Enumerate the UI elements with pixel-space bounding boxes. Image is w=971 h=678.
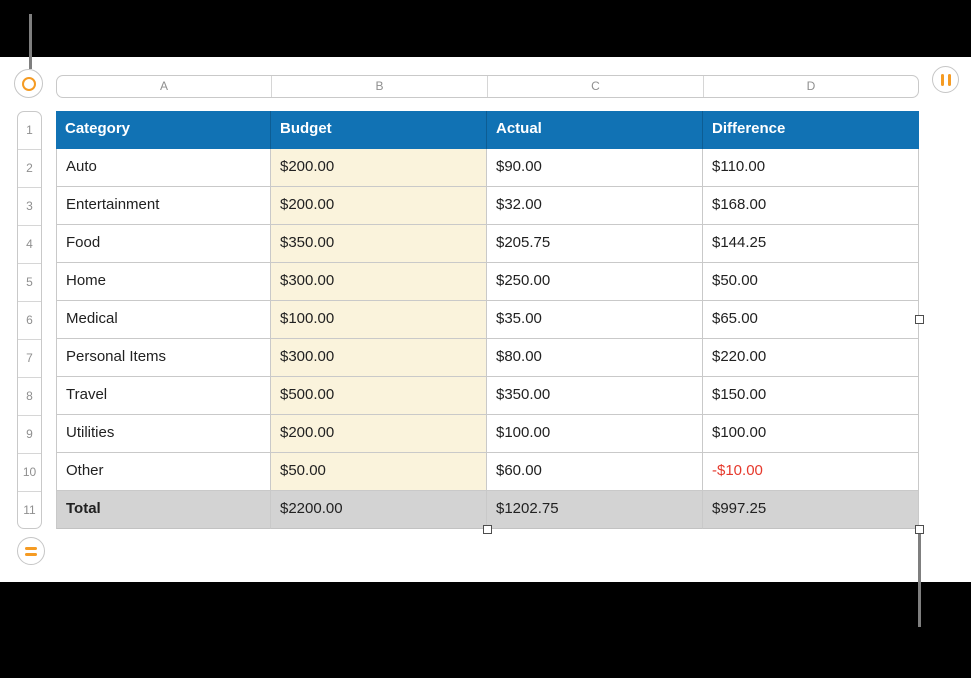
- table-row: Food $350.00 $205.75 $144.25: [56, 225, 919, 263]
- table-row: Entertainment $200.00 $32.00 $168.00: [56, 187, 919, 225]
- cell-category[interactable]: Medical: [56, 301, 271, 339]
- cell-budget[interactable]: $50.00: [271, 453, 487, 491]
- double-horizontal-bars-icon: [25, 546, 37, 556]
- cell-budget[interactable]: $300.00: [271, 339, 487, 377]
- table-header-row: Category Budget Actual Difference: [56, 111, 919, 149]
- cell-category[interactable]: Home: [56, 263, 271, 301]
- cell-actual[interactable]: $205.75: [487, 225, 703, 263]
- header-actual[interactable]: Actual: [487, 111, 703, 149]
- row-ref-2[interactable]: 2: [18, 150, 41, 188]
- table-row: Auto $200.00 $90.00 $110.00: [56, 149, 919, 187]
- cell-difference[interactable]: $65.00: [703, 301, 919, 339]
- double-vertical-bars-icon: [940, 73, 951, 86]
- top-letterbox: [0, 0, 971, 57]
- resize-handle-bottom-right[interactable]: [915, 525, 924, 534]
- header-category[interactable]: Category: [56, 111, 271, 149]
- cell-category[interactable]: Personal Items: [56, 339, 271, 377]
- cell-category[interactable]: Food: [56, 225, 271, 263]
- cell-difference[interactable]: $220.00: [703, 339, 919, 377]
- row-ref-3[interactable]: 3: [18, 188, 41, 226]
- cell-category[interactable]: Other: [56, 453, 271, 491]
- cell-budget[interactable]: $300.00: [271, 263, 487, 301]
- cell-budget[interactable]: $500.00: [271, 377, 487, 415]
- cell-category[interactable]: Utilities: [56, 415, 271, 453]
- cell-total-budget[interactable]: $2200.00: [271, 491, 487, 529]
- cell-budget[interactable]: $200.00: [271, 187, 487, 225]
- row-ref-7[interactable]: 7: [18, 340, 41, 378]
- table-row: Travel $500.00 $350.00 $150.00: [56, 377, 919, 415]
- row-ref-10[interactable]: 10: [18, 454, 41, 492]
- header-budget[interactable]: Budget: [271, 111, 487, 149]
- row-ref-1[interactable]: 1: [18, 112, 41, 150]
- cell-category[interactable]: Auto: [56, 149, 271, 187]
- cell-actual[interactable]: $90.00: [487, 149, 703, 187]
- column-ref-a[interactable]: A: [57, 76, 272, 97]
- budget-table: Category Budget Actual Difference Auto $…: [56, 111, 919, 529]
- table-row: Other $50.00 $60.00 -$10.00: [56, 453, 919, 491]
- row-ref-6[interactable]: 6: [18, 302, 41, 340]
- cell-difference-negative[interactable]: -$10.00: [703, 453, 919, 491]
- add-row-handle[interactable]: [17, 537, 45, 565]
- cell-budget[interactable]: $350.00: [271, 225, 487, 263]
- row-ref-8[interactable]: 8: [18, 378, 41, 416]
- cell-difference[interactable]: $100.00: [703, 415, 919, 453]
- header-difference[interactable]: Difference: [712, 120, 786, 137]
- cell-actual[interactable]: $80.00: [487, 339, 703, 377]
- table-row: Utilities $200.00 $100.00 $100.00: [56, 415, 919, 453]
- cell-budget[interactable]: $100.00: [271, 301, 487, 339]
- row-reference-rail: 1 2 3 4 5 6 7 8 9 10 11: [17, 111, 42, 529]
- row-ref-5[interactable]: 5: [18, 264, 41, 302]
- table-total-row: Total $2200.00 $1202.75 $997.25: [56, 491, 919, 529]
- bottom-letterbox: [0, 582, 971, 678]
- cell-actual[interactable]: $100.00: [487, 415, 703, 453]
- column-ref-d[interactable]: D: [806, 79, 816, 93]
- row-ref-9[interactable]: 9: [18, 416, 41, 454]
- table-row: Medical $100.00 $35.00 $65.00: [56, 301, 919, 339]
- cell-difference[interactable]: $144.25: [703, 225, 919, 263]
- resize-handle-mid-right[interactable]: [915, 315, 924, 324]
- row-ref-4[interactable]: 4: [18, 226, 41, 264]
- cell-difference[interactable]: $110.00: [703, 149, 919, 187]
- cell-actual[interactable]: $350.00: [487, 377, 703, 415]
- row-ref-11[interactable]: 11: [23, 503, 36, 517]
- cell-actual[interactable]: $60.00: [487, 453, 703, 491]
- cell-category[interactable]: Travel: [56, 377, 271, 415]
- cell-actual[interactable]: $32.00: [487, 187, 703, 225]
- table-handle[interactable]: [14, 69, 43, 98]
- cell-difference[interactable]: $150.00: [703, 377, 919, 415]
- circle-ring-icon: [21, 76, 36, 91]
- table-row: Personal Items $300.00 $80.00 $220.00: [56, 339, 919, 377]
- callout-line-table-handle: [29, 14, 32, 69]
- cell-budget[interactable]: $200.00: [271, 149, 487, 187]
- cell-total-actual[interactable]: $1202.75: [487, 491, 703, 529]
- cell-actual[interactable]: $35.00: [487, 301, 703, 339]
- column-ref-b[interactable]: B: [272, 76, 488, 97]
- add-column-handle[interactable]: [932, 66, 959, 93]
- column-reference-bar: A B C D: [56, 75, 919, 98]
- cell-budget[interactable]: $200.00: [271, 415, 487, 453]
- cell-total-label[interactable]: Total: [56, 491, 271, 529]
- cell-difference[interactable]: $50.00: [703, 263, 919, 301]
- cell-total-difference[interactable]: $997.25: [703, 491, 919, 529]
- column-ref-c[interactable]: C: [488, 76, 704, 97]
- table-row: Home $300.00 $250.00 $50.00: [56, 263, 919, 301]
- callout-line-resize-handle: [918, 534, 921, 627]
- resize-handle-bottom-center[interactable]: [483, 525, 492, 534]
- cell-difference[interactable]: $168.00: [703, 187, 919, 225]
- cell-actual[interactable]: $250.00: [487, 263, 703, 301]
- cell-category[interactable]: Entertainment: [56, 187, 271, 225]
